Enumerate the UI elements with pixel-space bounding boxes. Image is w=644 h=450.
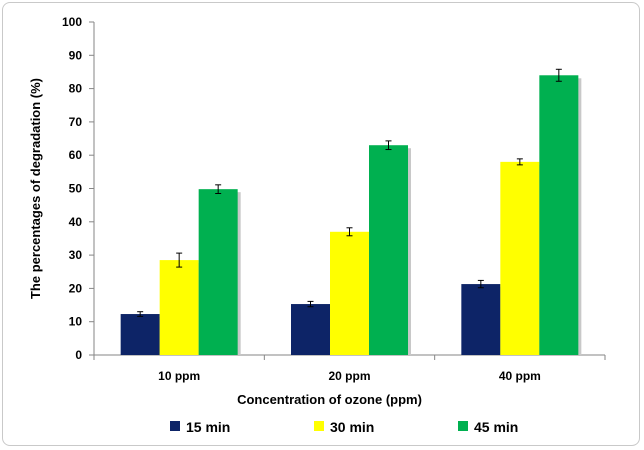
legend: 15 min 30 min 45 min [170, 419, 518, 435]
y-tick-label: 80 [69, 82, 83, 96]
x-tick-label: 40 ppm [499, 369, 541, 383]
bars [120, 75, 582, 355]
y-tick-label: 70 [69, 115, 83, 129]
y-axis-title: The percentages of degradation (%) [28, 78, 43, 299]
x-axis: 10 ppm 20 ppm 40 ppm [93, 354, 606, 383]
legend-swatch [458, 421, 468, 431]
y-tick-label: 60 [69, 148, 83, 162]
bar [461, 284, 501, 355]
y-tick-label: 30 [69, 248, 83, 262]
legend-swatch [314, 421, 324, 431]
bar [159, 260, 199, 355]
bar [500, 161, 540, 355]
legend-label: 30 min [330, 419, 374, 435]
error-bars [137, 68, 562, 317]
y-tick-label: 20 [69, 281, 83, 295]
y-axis: 0 10 20 30 40 50 60 70 80 90 100 [62, 15, 95, 362]
legend-swatch [170, 421, 180, 431]
bar [120, 314, 160, 355]
y-tick-label: 90 [69, 48, 83, 62]
bar [369, 145, 408, 355]
bar [198, 189, 238, 355]
x-tick-label: 10 ppm [158, 369, 200, 383]
y-tick-label: 40 [69, 215, 83, 229]
y-tick-label: 100 [62, 15, 82, 29]
bar [291, 304, 330, 355]
legend-label: 15 min [186, 419, 230, 435]
x-tick-label: 20 ppm [328, 369, 370, 383]
bar [539, 75, 579, 355]
y-tick-label: 10 [69, 315, 83, 329]
x-axis-title: Concentration of ozone (ppm) [237, 392, 422, 407]
legend-label: 45 min [474, 419, 518, 435]
y-tick-label: 0 [75, 348, 82, 362]
bar [330, 231, 369, 355]
y-tick-label: 50 [69, 182, 83, 196]
